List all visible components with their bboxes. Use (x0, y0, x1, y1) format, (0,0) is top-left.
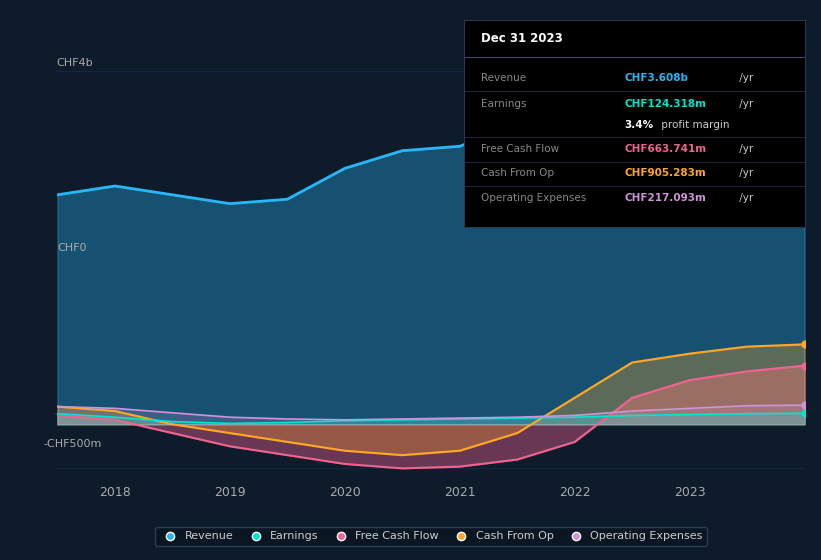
Text: /yr: /yr (736, 168, 754, 178)
Text: /yr: /yr (736, 144, 754, 154)
Text: Cash From Op: Cash From Op (481, 168, 554, 178)
Text: -CHF500m: -CHF500m (44, 440, 103, 450)
Text: /yr: /yr (736, 99, 754, 109)
Legend: Revenue, Earnings, Free Cash Flow, Cash From Op, Operating Expenses: Revenue, Earnings, Free Cash Flow, Cash … (155, 527, 707, 546)
Text: CHF0: CHF0 (57, 243, 87, 253)
Text: Free Cash Flow: Free Cash Flow (481, 144, 559, 154)
Text: profit margin: profit margin (658, 120, 730, 130)
Text: 3.4%: 3.4% (624, 120, 654, 130)
Text: CHF4b: CHF4b (57, 58, 94, 68)
Text: CHF3.608b: CHF3.608b (624, 73, 688, 83)
Text: Operating Expenses: Operating Expenses (481, 193, 586, 203)
Text: Earnings: Earnings (481, 99, 526, 109)
Text: Revenue: Revenue (481, 73, 526, 83)
Text: CHF124.318m: CHF124.318m (624, 99, 706, 109)
Text: /yr: /yr (736, 73, 754, 83)
Text: /yr: /yr (736, 193, 754, 203)
Text: Dec 31 2023: Dec 31 2023 (481, 32, 562, 45)
Text: CHF217.093m: CHF217.093m (624, 193, 706, 203)
Text: CHF905.283m: CHF905.283m (624, 168, 706, 178)
Text: CHF663.741m: CHF663.741m (624, 144, 706, 154)
